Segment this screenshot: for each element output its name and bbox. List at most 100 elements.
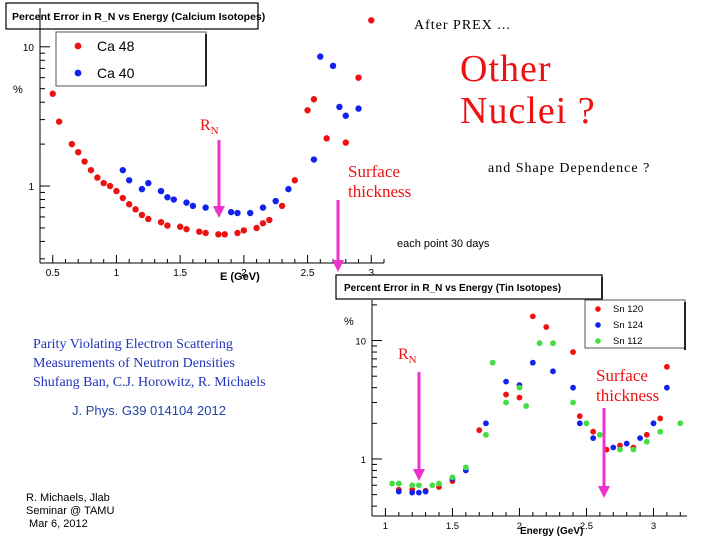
point-sn124	[570, 384, 576, 391]
point-sn120	[516, 394, 523, 401]
legend-marker-ca40	[74, 69, 82, 77]
rn-label-tin: RN	[398, 346, 417, 367]
legend-marker-sn120	[595, 306, 601, 312]
point-sn112	[503, 399, 509, 406]
point-ca48	[221, 231, 228, 238]
x-tick-label: 1.5	[446, 521, 459, 532]
point-sn112	[550, 340, 556, 347]
point-ca40	[336, 103, 343, 111]
calcium-ylabel: %	[13, 84, 23, 96]
each-point-note: each point 30 days	[397, 238, 490, 250]
point-ca48	[176, 223, 184, 230]
calcium-chart: Percent Error in R_N vs Energy (Calcium …	[5, 2, 385, 283]
legend-label-sn124: Sn 124	[613, 320, 643, 331]
point-ca48	[323, 135, 330, 142]
point-sn112	[677, 420, 684, 427]
point-ca48	[68, 140, 76, 148]
point-sn120	[529, 313, 536, 320]
point-ca40	[355, 105, 362, 112]
point-sn124	[637, 435, 643, 442]
point-sn124	[590, 435, 597, 442]
point-sn112	[536, 340, 543, 347]
point-ca48	[240, 227, 248, 234]
point-ca48	[100, 179, 107, 187]
y-tick-label: 1	[361, 455, 366, 466]
point-ca40	[227, 208, 235, 216]
y-tick-label: 10	[23, 43, 35, 54]
headline: Other Nuclei ?	[460, 48, 596, 132]
point-sn112	[462, 464, 469, 471]
point-ca40	[272, 197, 279, 205]
point-ca48	[202, 229, 209, 237]
footer-credits: R. Michaels, Jlab Seminar @ TAMU Mar 6, …	[26, 492, 115, 530]
point-ca48	[259, 220, 267, 227]
point-ca40	[342, 112, 349, 119]
point-sn112	[436, 480, 442, 487]
point-ca48	[138, 211, 146, 219]
point-sn120	[643, 431, 650, 438]
point-sn112	[389, 480, 396, 487]
point-sn120	[570, 349, 576, 355]
tin-chart: Percent Error in R_N vs Energy (Tin Isot…	[335, 274, 687, 537]
point-ca48	[253, 224, 260, 232]
point-sn120	[576, 413, 583, 420]
point-sn112	[570, 399, 576, 406]
point-sn124	[650, 420, 657, 427]
calcium-title-box	[5, 2, 259, 30]
point-sn112	[449, 474, 456, 481]
point-ca48	[132, 206, 139, 213]
calcium-legend	[55, 31, 207, 87]
surface-label-tin: Surface thickness	[596, 366, 660, 405]
point-ca40	[164, 194, 171, 201]
point-sn124	[409, 489, 416, 496]
point-sn112	[409, 482, 416, 489]
point-sn124	[550, 368, 556, 375]
y-tick-label: 1	[28, 182, 34, 193]
point-ca48	[266, 216, 273, 224]
point-sn112	[516, 384, 523, 391]
x-tick-label: 2	[517, 521, 522, 532]
point-ca48	[355, 74, 362, 81]
tin-ylabel: %	[344, 316, 354, 328]
point-ca48	[196, 228, 203, 235]
point-sn124	[576, 420, 583, 427]
point-sn112	[643, 438, 650, 445]
point-ca40	[285, 185, 292, 193]
point-ca40	[317, 53, 324, 60]
tin-xlabel: Energy (GeV)	[520, 526, 583, 537]
journal-reference: J. Phys. G39 014104 2012	[72, 403, 226, 418]
point-ca48	[310, 96, 318, 103]
point-sn120	[543, 324, 550, 330]
legend-marker-sn112	[595, 338, 601, 344]
legend-label-sn120: Sn 120	[613, 304, 643, 315]
point-sn124	[422, 488, 429, 495]
point-sn112	[416, 482, 422, 489]
point-ca48	[234, 229, 241, 237]
point-ca48	[291, 177, 299, 184]
point-ca40	[183, 199, 190, 206]
point-sn120	[590, 428, 597, 435]
x-tick-label: 2.5	[301, 268, 315, 279]
point-ca48	[145, 215, 152, 223]
point-ca40	[310, 156, 318, 163]
point-ca40	[259, 204, 267, 211]
x-tick-label: 0.5	[46, 268, 60, 279]
x-tick-label: 2	[241, 268, 247, 279]
point-sn120	[476, 427, 483, 434]
point-ca40	[170, 196, 177, 203]
point-ca40	[189, 202, 197, 210]
point-ca40	[202, 204, 209, 211]
point-ca48	[55, 118, 63, 125]
point-sn112	[657, 428, 664, 435]
point-sn120	[617, 442, 623, 449]
x-tick-label: 2.5	[580, 521, 593, 532]
point-ca48	[75, 148, 82, 156]
point-sn112	[617, 446, 623, 453]
point-ca40	[234, 209, 241, 217]
point-ca40	[329, 62, 337, 70]
point-ca48	[94, 174, 101, 181]
point-ca48	[215, 231, 222, 238]
point-sn124	[663, 384, 670, 391]
tin-legend	[584, 299, 686, 349]
point-ca48	[164, 222, 171, 229]
